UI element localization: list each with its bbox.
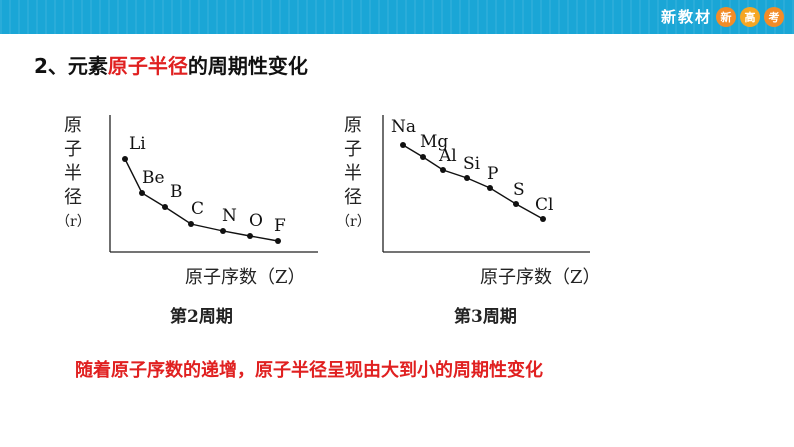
brand-badge-kao: 考	[764, 6, 784, 27]
brand-badge-gao: 高	[740, 6, 760, 27]
chart2-point-mg	[420, 154, 426, 160]
brand-logo: 新教材 新 高 考	[661, 6, 784, 27]
heading-pre: 元素	[67, 54, 108, 78]
brand-badge-xin: 新	[716, 6, 736, 27]
chart1-point-li	[122, 156, 128, 162]
chart2-label-mg: Mg	[420, 132, 448, 152]
chart2-label-cl: Cl	[535, 195, 553, 215]
chart2-point-al	[440, 167, 446, 173]
chart2-point-na	[400, 142, 406, 148]
chart2-y-label: 原子半径（r）	[336, 115, 371, 230]
heading-number: 2、	[34, 54, 68, 78]
chart1-label-f: F	[274, 216, 286, 236]
chart1-label-o: O	[249, 211, 263, 231]
chart2-point-s	[513, 201, 519, 207]
chart1-x-label: 原子序数（Z）	[185, 267, 306, 288]
chart1-point-b	[162, 204, 168, 210]
chart1-label-n: N	[222, 206, 237, 226]
chart2-label-p: P	[487, 164, 498, 184]
chart1-caption: 第2周期	[170, 307, 233, 327]
chart1-y-label: 原子半径（r）	[56, 115, 91, 230]
chart2-point-cl	[540, 216, 546, 222]
chart1-label-be: Be	[142, 168, 165, 188]
conclusion-text: 随着原子序数的递增，原子半径呈现由大到小的周期性变化	[75, 360, 543, 381]
heading-highlight: 原子半径	[107, 54, 188, 78]
chart2-label-si: Si	[463, 154, 481, 174]
chart2-label-al: Al	[438, 146, 457, 166]
chart2-caption: 第3周期	[454, 307, 517, 327]
top-banner: 新教材 新 高 考	[0, 0, 794, 34]
chart1-point-n	[220, 228, 226, 234]
chart2-point-p	[487, 185, 493, 191]
heading-post: 的周期性变化	[187, 54, 308, 78]
chart1-point-f	[275, 238, 281, 244]
chart1-label-b: B	[170, 182, 183, 202]
brand-text: 新教材	[660, 8, 712, 26]
chart1-point-be	[139, 190, 145, 196]
chart2-point-si	[464, 175, 470, 181]
chart1-point-o	[247, 233, 253, 239]
chart1-point-c	[188, 221, 194, 227]
chart2-label-na: Na	[391, 117, 416, 137]
chart1-label-c: C	[191, 199, 204, 219]
chart1-label-li: Li	[129, 134, 146, 154]
chart2-x-label: 原子序数（Z）	[480, 267, 601, 288]
section-heading: 2、元素原子半径的周期性变化	[34, 50, 308, 79]
chart2-label-s: S	[513, 180, 525, 200]
